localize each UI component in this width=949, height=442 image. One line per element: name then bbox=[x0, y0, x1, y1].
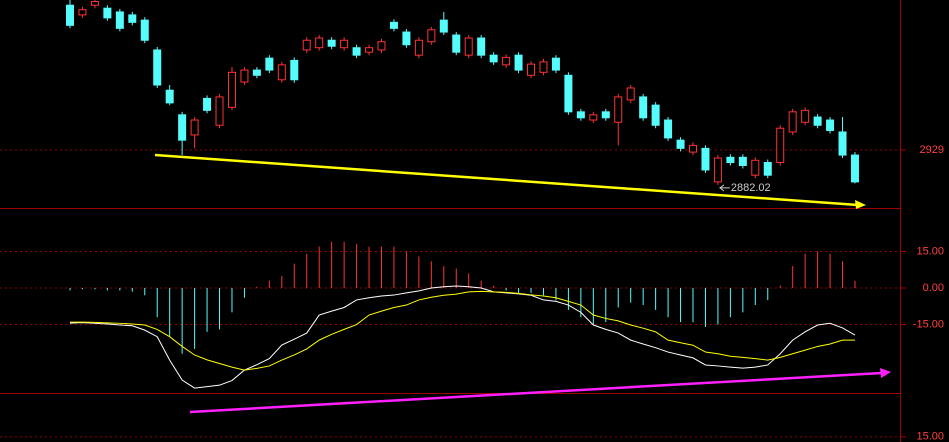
candle-body bbox=[664, 119, 673, 139]
candle-body bbox=[215, 96, 224, 126]
candle-body bbox=[564, 74, 573, 113]
candle-body bbox=[477, 37, 486, 56]
low-annotation: 2882.02 bbox=[731, 182, 771, 194]
candle-body bbox=[302, 39, 311, 51]
candle-body bbox=[801, 109, 810, 123]
candle-body bbox=[502, 56, 511, 66]
candle-body bbox=[813, 116, 822, 126]
candle-body bbox=[190, 119, 199, 136]
candle-body bbox=[527, 63, 536, 76]
candle-body bbox=[614, 96, 623, 123]
candle-body bbox=[240, 69, 249, 83]
candle-body bbox=[826, 119, 835, 131]
candle-body bbox=[427, 29, 436, 43]
trend-arrow bbox=[880, 368, 891, 378]
candle-body bbox=[227, 71, 236, 108]
macd-line bbox=[69, 285, 856, 389]
candle-body bbox=[539, 61, 548, 73]
candle-body bbox=[252, 69, 261, 76]
candle-body bbox=[402, 31, 411, 46]
candle-body bbox=[103, 7, 112, 19]
candle-body bbox=[389, 21, 398, 29]
candle-body bbox=[153, 49, 162, 86]
trend-line bbox=[154, 153, 859, 207]
candle-body bbox=[78, 9, 87, 16]
candle-body bbox=[788, 111, 797, 133]
candle-body bbox=[726, 156, 735, 164]
candle-body bbox=[377, 41, 386, 51]
candle-body bbox=[738, 156, 747, 167]
candle-body bbox=[290, 59, 299, 81]
candle-body bbox=[66, 4, 74, 26]
candle-body bbox=[277, 64, 286, 81]
trend-line bbox=[189, 371, 883, 414]
y-tick-label: 0.00 bbox=[923, 282, 944, 294]
candle-body bbox=[763, 162, 772, 176]
candle-body bbox=[90, 0, 99, 6]
candle-body bbox=[601, 111, 610, 119]
candle-body bbox=[452, 34, 461, 53]
candle-body bbox=[626, 87, 635, 101]
candle-body bbox=[689, 144, 697, 153]
candle-body bbox=[651, 104, 660, 126]
candle-body bbox=[850, 154, 859, 183]
y-tick-label: 15.00 bbox=[916, 431, 944, 442]
candle-body bbox=[489, 54, 498, 63]
y-tick-label: -15.00 bbox=[913, 318, 944, 330]
candle-body bbox=[439, 19, 448, 33]
candle-body bbox=[165, 89, 174, 104]
candle-body bbox=[265, 57, 274, 71]
candle-body bbox=[514, 54, 523, 71]
candle-body bbox=[128, 14, 137, 23]
candle-body bbox=[639, 96, 648, 119]
y-tick-label: 2929 bbox=[920, 144, 944, 156]
trend-arrow bbox=[855, 200, 866, 209]
candle-body bbox=[352, 47, 361, 56]
candle-body bbox=[551, 57, 560, 71]
y-tick-label: 15.00 bbox=[916, 245, 944, 257]
candle-body bbox=[327, 39, 336, 47]
candle-body bbox=[751, 159, 760, 176]
candle-body bbox=[365, 47, 374, 53]
candle-body bbox=[115, 11, 124, 29]
candle-body bbox=[776, 127, 785, 164]
candle-body bbox=[315, 37, 324, 49]
candle-body bbox=[414, 39, 423, 56]
candle-body bbox=[713, 157, 722, 183]
candle-body bbox=[838, 131, 847, 156]
macd-line bbox=[70, 290, 855, 371]
candle-body bbox=[676, 139, 685, 149]
candle-body bbox=[464, 37, 473, 56]
candle-body bbox=[576, 111, 585, 119]
annotation-arrow bbox=[719, 184, 725, 192]
candle-body bbox=[140, 19, 149, 41]
candle-body bbox=[589, 114, 598, 121]
candle-body bbox=[701, 147, 710, 171]
candle-body bbox=[203, 97, 212, 111]
candle-body bbox=[340, 39, 349, 49]
candle-body bbox=[178, 114, 187, 141]
